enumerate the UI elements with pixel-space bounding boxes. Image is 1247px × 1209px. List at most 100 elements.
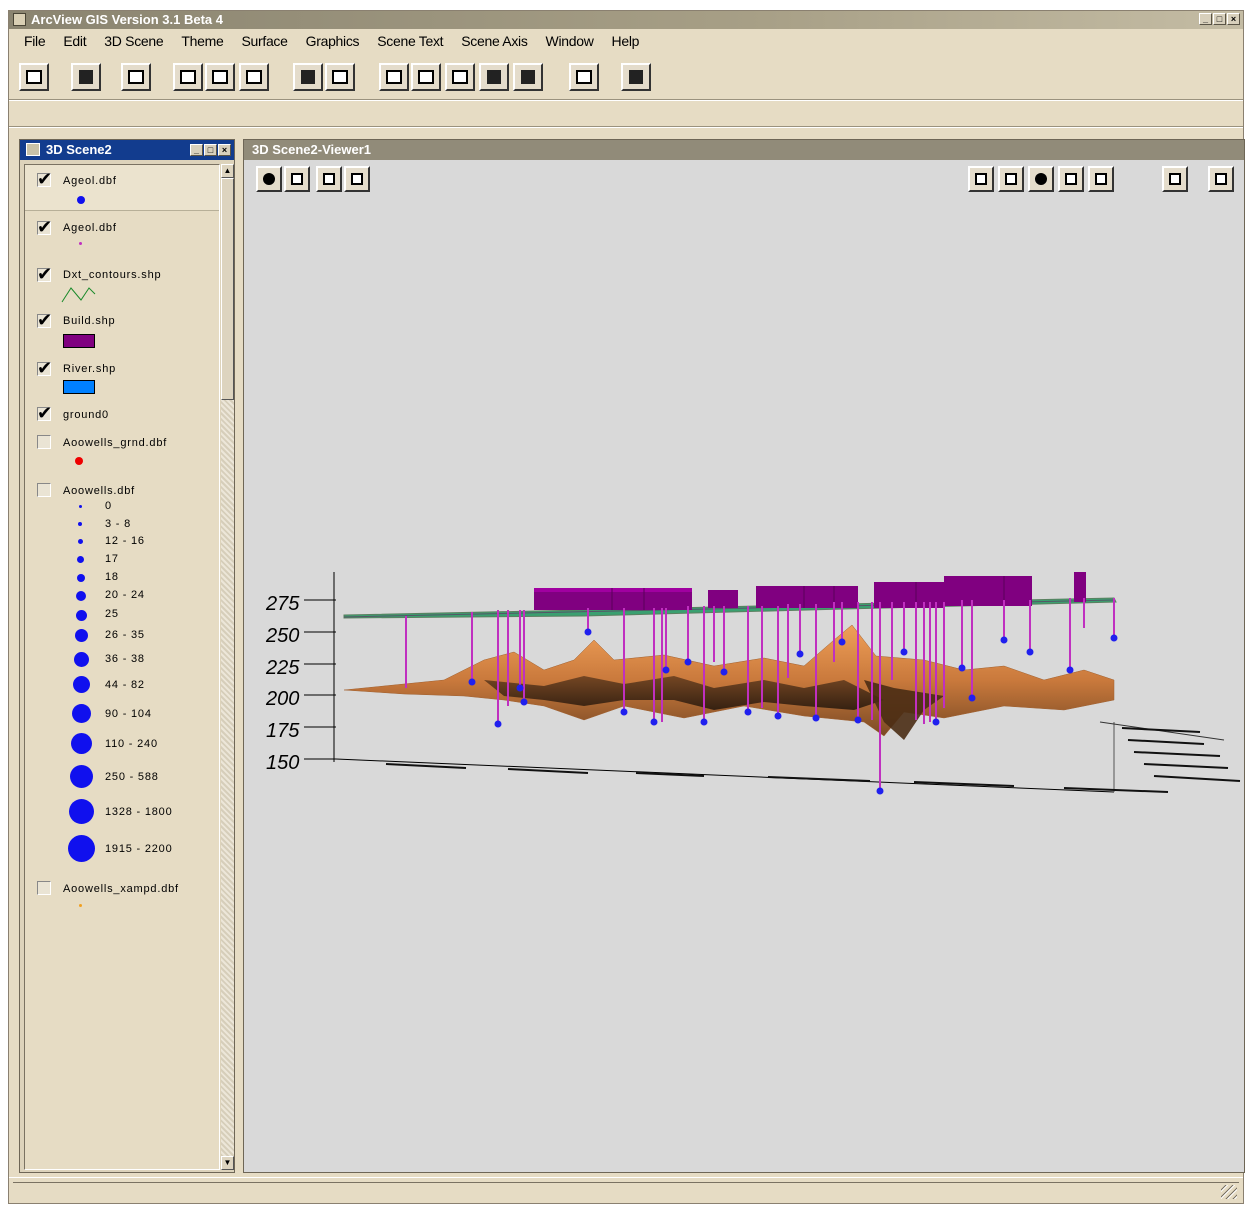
axis-tick-label: 275 bbox=[265, 593, 300, 615]
pointer-icon[interactable] bbox=[284, 166, 310, 192]
zoom-full-extent-icon[interactable] bbox=[1028, 166, 1054, 192]
scene-legend-window: 3D Scene2 _ □ × Ageol.dbf Ageol.dbf bbox=[19, 139, 235, 1173]
find-icon[interactable] bbox=[293, 63, 323, 91]
theme-visibility-checkbox[interactable] bbox=[37, 264, 53, 285]
add-theme-icon[interactable] bbox=[71, 63, 101, 91]
arcview-app-icon[interactable] bbox=[13, 13, 26, 26]
theme-visibility-checkbox[interactable] bbox=[37, 169, 53, 190]
pan-scene-icon[interactable] bbox=[968, 166, 994, 192]
navigate-icon[interactable] bbox=[379, 63, 409, 91]
zoom-full-icon[interactable] bbox=[445, 63, 475, 91]
axis-tick-label: 250 bbox=[265, 625, 299, 647]
line-symbol bbox=[61, 287, 96, 303]
legend-class: 90 - 104 bbox=[25, 704, 219, 724]
legend-class: 18 bbox=[25, 570, 219, 590]
class-symbol bbox=[79, 505, 82, 508]
scroll-thumb[interactable] bbox=[221, 178, 234, 400]
legend-class: 12 - 16 bbox=[25, 534, 219, 554]
close-button[interactable]: × bbox=[218, 144, 231, 156]
terrain-surface bbox=[343, 624, 1115, 740]
camera-icon[interactable] bbox=[1162, 166, 1188, 192]
resize-grip-icon[interactable] bbox=[1221, 1185, 1237, 1199]
menu-help[interactable]: Help bbox=[611, 33, 640, 49]
navigate-tool-icon[interactable] bbox=[344, 166, 370, 192]
class-label: 25 bbox=[105, 608, 119, 620]
menu-window[interactable]: Window bbox=[545, 33, 594, 49]
properties-icon[interactable] bbox=[121, 63, 151, 91]
menu-3d-scene[interactable]: 3D Scene bbox=[104, 33, 164, 49]
save-icon[interactable] bbox=[19, 63, 49, 91]
theme-visibility-checkbox[interactable] bbox=[37, 483, 51, 497]
legend-class: 0 bbox=[25, 499, 219, 519]
zoom-out-icon[interactable] bbox=[513, 63, 543, 91]
theme-entry[interactable]: Dxt_contours.shp bbox=[25, 260, 219, 306]
table-icon[interactable] bbox=[239, 63, 269, 91]
toolbar-divider bbox=[9, 99, 1243, 101]
point-symbol bbox=[79, 904, 82, 907]
axis-tick-label: 175 bbox=[266, 720, 300, 742]
scroll-down-button[interactable]: ▼ bbox=[221, 1156, 234, 1170]
theme-name: Aoowells_xampd.dbf bbox=[63, 883, 179, 895]
theme-visibility-checkbox[interactable] bbox=[37, 358, 53, 379]
identify-icon[interactable] bbox=[256, 166, 282, 192]
theme-entry[interactable]: Aoowells.dbf bbox=[25, 477, 219, 507]
scene-viewer-window: 3D Scene2-Viewer1 bbox=[243, 139, 1245, 1173]
menu-file[interactable]: File bbox=[24, 33, 46, 49]
3d-scene-canvas[interactable]: 275 250 225 200 175 150 bbox=[244, 140, 1244, 1172]
class-symbol bbox=[78, 539, 83, 544]
theme-visibility-checkbox[interactable] bbox=[37, 881, 51, 895]
viewer-title-bar[interactable]: 3D Scene2-Viewer1 bbox=[244, 140, 1244, 160]
legend-title-bar[interactable]: 3D Scene2 _ □ × bbox=[20, 140, 234, 160]
point-symbol bbox=[79, 242, 82, 245]
menu-theme[interactable]: Theme bbox=[181, 33, 224, 49]
legend-class: 26 - 35 bbox=[25, 627, 219, 647]
pan-scene-icon[interactable] bbox=[998, 166, 1024, 192]
help-icon[interactable] bbox=[621, 63, 651, 91]
class-label: 110 - 240 bbox=[105, 738, 158, 750]
menu-graphics[interactable]: Graphics bbox=[305, 33, 360, 49]
minimize-button[interactable]: _ bbox=[190, 144, 203, 156]
minimize-button[interactable]: _ bbox=[1199, 13, 1212, 25]
class-symbol bbox=[75, 629, 88, 642]
class-symbol bbox=[69, 799, 94, 824]
theme-entry[interactable]: Ageol.dbf bbox=[25, 213, 219, 259]
maximize-button[interactable]: □ bbox=[204, 144, 217, 156]
menu-surface[interactable]: Surface bbox=[241, 33, 288, 49]
axis-tick-label: 150 bbox=[266, 752, 299, 774]
scroll-up-button[interactable]: ▲ bbox=[221, 164, 234, 178]
theme-visibility-checkbox[interactable] bbox=[37, 217, 53, 238]
menu-bar: File Edit 3D Scene Theme Surface Graphic… bbox=[9, 30, 1243, 52]
class-symbol bbox=[72, 704, 91, 723]
theme-entry[interactable]: Aoowells_xampd.dbf bbox=[25, 877, 219, 913]
theme-entry[interactable]: River.shp bbox=[25, 354, 219, 400]
pan-icon[interactable] bbox=[411, 63, 441, 91]
theme-properties-icon[interactable] bbox=[173, 63, 203, 91]
title-bar[interactable]: ArcView GIS Version 3.1 Beta 4 _ □ × bbox=[9, 11, 1243, 29]
query-icon[interactable] bbox=[325, 63, 355, 91]
theme-entry[interactable]: Aoowells_grnd.dbf bbox=[25, 429, 219, 473]
window-controls: _ □ × bbox=[1199, 13, 1240, 25]
edit-legend-icon[interactable] bbox=[205, 63, 235, 91]
theme-visibility-checkbox[interactable] bbox=[37, 310, 53, 331]
legend-window-controls: _ □ × bbox=[190, 144, 231, 156]
layout-icon[interactable] bbox=[569, 63, 599, 91]
legend-scrollbar[interactable]: ▲ ▼ bbox=[221, 164, 234, 1170]
theme-visibility-checkbox[interactable] bbox=[37, 435, 51, 449]
theme-entry[interactable]: Ageol.dbf bbox=[25, 165, 219, 211]
viewer-title: 3D Scene2-Viewer1 bbox=[252, 142, 371, 157]
save-view-icon[interactable] bbox=[1208, 166, 1234, 192]
zoom-out-scene-icon[interactable] bbox=[1088, 166, 1114, 192]
theme-entry[interactable]: ground0 bbox=[25, 401, 219, 429]
menu-scene-text[interactable]: Scene Text bbox=[377, 33, 444, 49]
menu-edit[interactable]: Edit bbox=[63, 33, 87, 49]
menu-scene-axis[interactable]: Scene Axis bbox=[461, 33, 528, 49]
theme-entry[interactable]: Build.shp bbox=[25, 306, 219, 353]
zoom-in-icon[interactable] bbox=[479, 63, 509, 91]
zoom-in-scene-icon[interactable] bbox=[1058, 166, 1084, 192]
close-button[interactable]: × bbox=[1227, 13, 1240, 25]
theme-name: Ageol.dbf bbox=[63, 175, 117, 187]
select-feature-icon[interactable] bbox=[316, 166, 342, 192]
axis-tick-label: 225 bbox=[265, 657, 300, 679]
maximize-button[interactable]: □ bbox=[1213, 13, 1226, 25]
theme-visibility-checkbox[interactable] bbox=[37, 403, 53, 424]
